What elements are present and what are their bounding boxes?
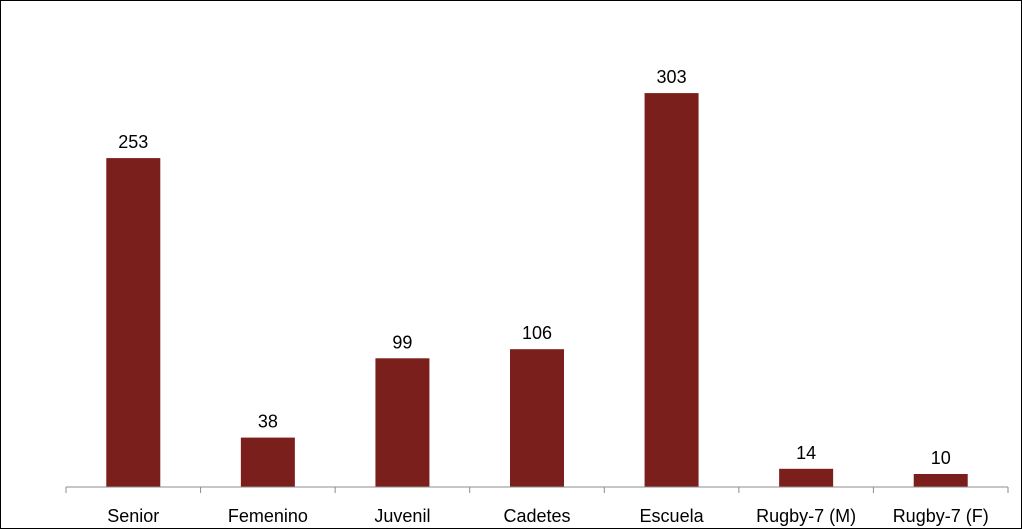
x-tick-label: Rugby-7 (M) [756,506,856,526]
data-label: 38 [258,412,278,432]
bar-escuela [644,93,699,487]
labels-layer: 253 Senior 38 Femenino 99 Juvenil 106 Cadetes 30… [107,67,988,526]
data-label: 303 [657,67,687,87]
x-tick-label: Rugby-7 (F) [893,506,989,526]
x-tick-label: Senior [107,506,159,526]
data-label: 10 [931,448,951,468]
bar-juvenil [375,358,430,487]
data-label: 106 [522,323,552,343]
data-label: 253 [118,132,148,152]
bar-cadetes [510,349,564,487]
x-axis [65,486,1009,493]
data-label: 99 [392,332,412,352]
x-tick-label: Escuela [640,506,705,526]
x-tick-label: Femenino [228,506,308,526]
bar-senior [106,158,161,487]
bars-layer [106,93,968,487]
x-tick-label: Juvenil [374,506,430,526]
bar-femenino [240,437,295,487]
x-tick-label: Cadetes [503,506,570,526]
data-label: 14 [796,443,816,463]
bar-rugby-7-m [779,468,834,487]
bar-rugby-7-f [913,474,968,487]
